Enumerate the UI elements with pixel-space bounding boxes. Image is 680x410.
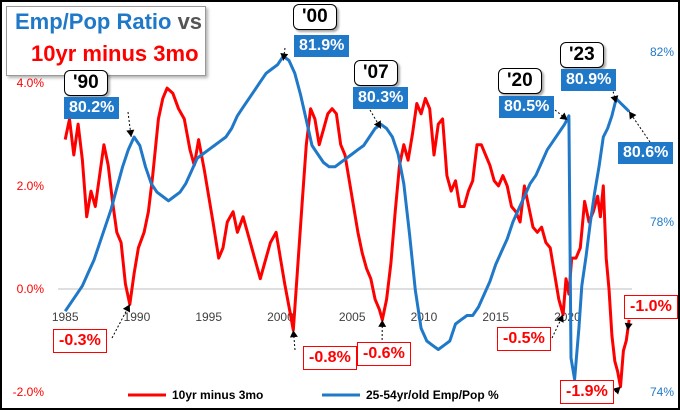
title-part2: 10yr minus 3mo (31, 41, 199, 66)
y-left-tick: 0.0% (17, 282, 45, 296)
emp-pop-line (63, 54, 631, 381)
spread-label-00: -0.8% (303, 346, 357, 370)
spread-label-23: -1.9% (560, 380, 614, 404)
chart-title: Emp/Pop Ratio vs 10yr minus 3mo (6, 6, 206, 76)
x-tick: 1995 (195, 310, 222, 324)
spread-line (63, 86, 631, 389)
y-right-tick: 82% (650, 45, 674, 59)
spread-label-07: -0.6% (357, 342, 411, 366)
annotation-arrowhead (373, 120, 381, 129)
emp-label-latest: 80.6% (618, 142, 674, 164)
legend-label-spread: 10yr minus 3mo (172, 388, 263, 402)
x-tick: 2010 (411, 310, 438, 324)
title-vs: vs (171, 9, 203, 34)
y-right-tick: 74% (650, 385, 674, 399)
annotation-arrowhead (624, 322, 633, 331)
annotation-arrowhead (629, 111, 637, 120)
legend-label-emp-pop: 25-54yr/old Emp/Pop % (366, 388, 499, 402)
annotation-arrowhead (378, 319, 387, 327)
x-tick: 2015 (482, 310, 509, 324)
year-label-23: '23 (560, 42, 604, 68)
spread-label-latest: -1.0% (624, 295, 678, 319)
annotation-arrowhead (289, 330, 298, 338)
annotation-arrowhead (559, 112, 568, 120)
emp-label-20: 80.5% (499, 96, 555, 118)
emp-label-23: 80.9% (561, 69, 617, 91)
x-tick: 2000 (267, 310, 294, 324)
x-tick: 2020 (554, 310, 581, 324)
y-right-tick: 78% (650, 215, 674, 229)
annotation-arrowhead (556, 314, 564, 323)
y-left-tick: -2.0% (13, 385, 45, 399)
annotation-arrowhead (280, 53, 289, 61)
annotation-arrowhead (126, 129, 135, 137)
year-label-00: '00 (293, 4, 337, 30)
emp-label-07: 80.3% (353, 87, 409, 109)
y-left-tick: 2.0% (17, 179, 45, 193)
emp-label-00: 81.9% (294, 35, 350, 57)
y-left-tick: 4.0% (17, 76, 45, 90)
annotation-arrowhead (612, 386, 621, 395)
year-label-90: '90 (64, 70, 108, 96)
annotation-arrowhead (610, 95, 619, 103)
emp-label-90: 80.2% (64, 97, 120, 119)
x-tick: 1990 (124, 310, 151, 324)
spread-label-20: -0.5% (497, 327, 551, 351)
x-tick: 2005 (339, 310, 366, 324)
year-label-20: '20 (498, 68, 542, 94)
x-tick: 1985 (52, 310, 79, 324)
title-part1: Emp/Pop Ratio (15, 9, 172, 34)
spread-label-90: -0.3% (53, 329, 107, 353)
year-label-07: '07 (354, 60, 398, 86)
annotation-arrowhead (122, 304, 130, 313)
